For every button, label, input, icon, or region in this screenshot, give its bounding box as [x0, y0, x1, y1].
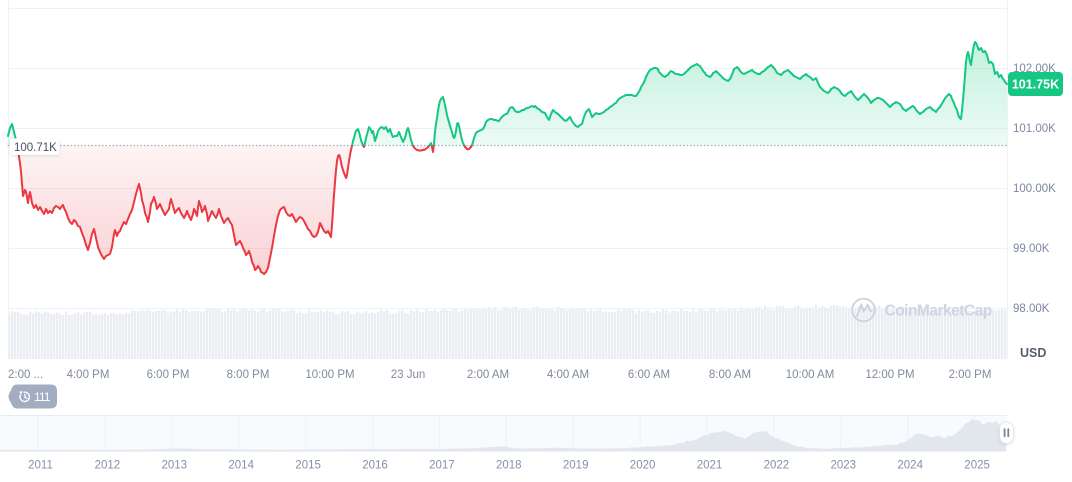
svg-text:2014: 2014 [228, 460, 254, 472]
svg-text:111: 111 [34, 390, 51, 404]
svg-text:8:00 AM: 8:00 AM [709, 369, 751, 381]
svg-text:2025: 2025 [964, 460, 990, 472]
svg-text:98.00K: 98.00K [1013, 303, 1050, 315]
svg-text:99.00K: 99.00K [1013, 243, 1050, 255]
svg-text:100.71K: 100.71K [14, 142, 57, 154]
svg-text:2022: 2022 [764, 460, 790, 472]
svg-text:2011: 2011 [28, 460, 53, 472]
svg-text:12:00 PM: 12:00 PM [865, 369, 914, 381]
svg-text:10:00 PM: 10:00 PM [305, 369, 354, 381]
svg-text:USD: USD [1020, 346, 1046, 360]
svg-text:2016: 2016 [362, 460, 388, 472]
svg-text:101.75K: 101.75K [1012, 78, 1059, 92]
svg-text:4:00 AM: 4:00 AM [547, 369, 589, 381]
svg-text:10:00 AM: 10:00 AM [786, 369, 835, 381]
svg-text:CoinMarketCap: CoinMarketCap [885, 303, 992, 320]
svg-text:2015: 2015 [295, 460, 321, 472]
svg-text:2013: 2013 [162, 460, 188, 472]
svg-text:2023: 2023 [831, 460, 857, 472]
svg-text:2018: 2018 [496, 460, 522, 472]
svg-text:2012: 2012 [95, 460, 121, 472]
svg-text:100.00K: 100.00K [1013, 183, 1056, 195]
svg-text:2:00 PM: 2:00 PM [949, 369, 992, 381]
svg-text:2017: 2017 [429, 460, 455, 472]
svg-text:4:00 PM: 4:00 PM [67, 369, 110, 381]
svg-text:8:00 PM: 8:00 PM [227, 369, 270, 381]
svg-text:2021: 2021 [697, 460, 723, 472]
svg-text:6:00 PM: 6:00 PM [147, 369, 190, 381]
svg-text:2020: 2020 [630, 460, 656, 472]
svg-text:2:00 ...: 2:00 ... [8, 369, 43, 381]
svg-text:101.00K: 101.00K [1013, 123, 1056, 135]
svg-text:23 Jun: 23 Jun [391, 369, 426, 381]
svg-text:2:00 AM: 2:00 AM [467, 369, 509, 381]
svg-text:2019: 2019 [563, 460, 589, 472]
svg-text:6:00 AM: 6:00 AM [628, 369, 670, 381]
svg-text:2024: 2024 [897, 460, 923, 472]
